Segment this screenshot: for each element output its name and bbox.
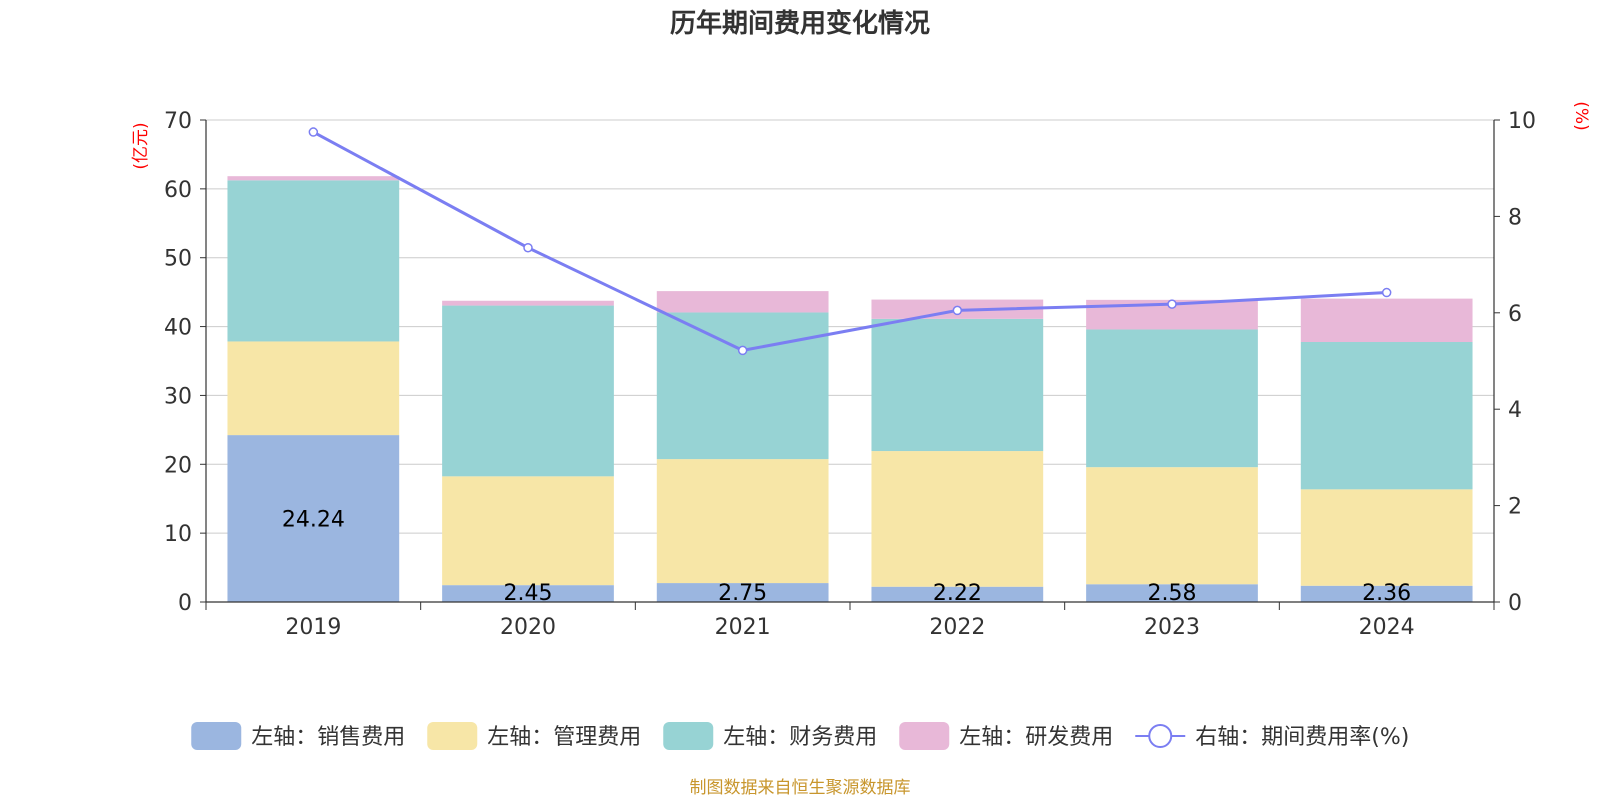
rate-line [308, 127, 1392, 356]
left-tick-label: 70 [164, 109, 192, 134]
x-tick-label: 2019 [285, 615, 341, 640]
axes: 0 10 20 30 40 50 60 70 0 2 4 6 8 10 2019 2020 2021 2022 20… [164, 109, 1536, 640]
left-tick-label: 50 [164, 247, 192, 272]
bar-data-label: 2.36 [1362, 581, 1411, 606]
legend-label: 左轴：财务费用 [723, 725, 877, 750]
x-tick-label: 2022 [929, 615, 985, 640]
rate-point [308, 127, 319, 137]
left-tick-label: 10 [164, 522, 192, 547]
right-tick-label: 2 [1508, 495, 1522, 520]
rate-point [1167, 299, 1177, 309]
rate-point [523, 242, 533, 253]
legend-label: 左轴：研发费用 [959, 725, 1113, 750]
bar-segment [1300, 341, 1473, 490]
rate-point [737, 345, 748, 356]
bar-segment [1300, 489, 1473, 586]
right-tick-label: 4 [1508, 398, 1522, 423]
bars [227, 176, 1473, 602]
source-note: 制图数据来自恒生聚源数据库 [690, 778, 911, 798]
left-axis-unit: (亿元) [131, 122, 151, 169]
bar-data-label: 2.58 [1148, 581, 1197, 606]
bar-segment [656, 312, 829, 460]
bar-data-label: 2.75 [718, 581, 767, 606]
x-tick-label: 2020 [500, 615, 556, 640]
bar-segment [1086, 584, 1258, 602]
legend-swatch [427, 722, 478, 750]
x-tick-label: 2023 [1144, 615, 1200, 640]
right-tick-label: 8 [1508, 205, 1522, 230]
bar-segment [871, 318, 1044, 452]
left-tick-label: 60 [164, 178, 192, 203]
bar-segment [656, 583, 829, 602]
legend-marker [1148, 724, 1173, 748]
right-tick-label: 0 [1508, 591, 1522, 616]
bar-segment [442, 476, 614, 586]
rate-point [952, 305, 963, 316]
bar-segment [442, 300, 614, 306]
legend-label: 左轴：销售费用 [251, 725, 405, 750]
bar-segment [871, 586, 1044, 602]
legend-label: 左轴：管理费用 [487, 725, 641, 750]
rate-point [1381, 287, 1392, 298]
legend-swatch [663, 722, 714, 750]
bar-segment [1086, 329, 1258, 468]
chart-title: 历年期间费用变化情况 [670, 8, 930, 39]
legend-swatch [191, 722, 242, 750]
x-tick-label: 2021 [715, 615, 771, 640]
bar-segment [227, 180, 400, 342]
legend-swatch [899, 722, 950, 750]
bar-segment [442, 305, 614, 477]
bar-segment [227, 435, 400, 602]
right-axis-unit: (%) [1571, 101, 1591, 130]
bar-segment [1300, 585, 1473, 602]
bar-data-label: 2.22 [933, 581, 982, 606]
rate-line-path [312, 130, 1387, 352]
left-tick-label: 0 [178, 591, 192, 616]
left-tick-label: 40 [164, 316, 192, 341]
bar-segment [227, 176, 400, 181]
bar-segment [871, 451, 1044, 587]
legend: 左轴：销售费用 左轴：管理费用 左轴：财务费用 左轴：研发费用 右轴：期间费用率(%) [191, 722, 1409, 750]
data-labels: 24.24 2.45 2.75 2.22 2.58 2.36 [282, 508, 1411, 606]
bar-data-label: 2.45 [504, 581, 553, 606]
left-tick-label: 30 [164, 384, 192, 409]
legend-label: 右轴：期间费用率(%) [1195, 725, 1409, 750]
bar-segment [1300, 298, 1473, 342]
bar-segment [656, 291, 829, 313]
bar-data-label: 24.24 [282, 508, 345, 533]
x-tick-label: 2024 [1359, 615, 1415, 640]
right-tick-label: 6 [1508, 302, 1522, 327]
bar-segment [1086, 467, 1258, 585]
bar-segment [656, 459, 829, 584]
bar-segment [227, 341, 400, 436]
right-tick-label: 10 [1508, 109, 1536, 134]
bar-segment [442, 585, 614, 602]
left-tick-label: 20 [164, 453, 192, 478]
